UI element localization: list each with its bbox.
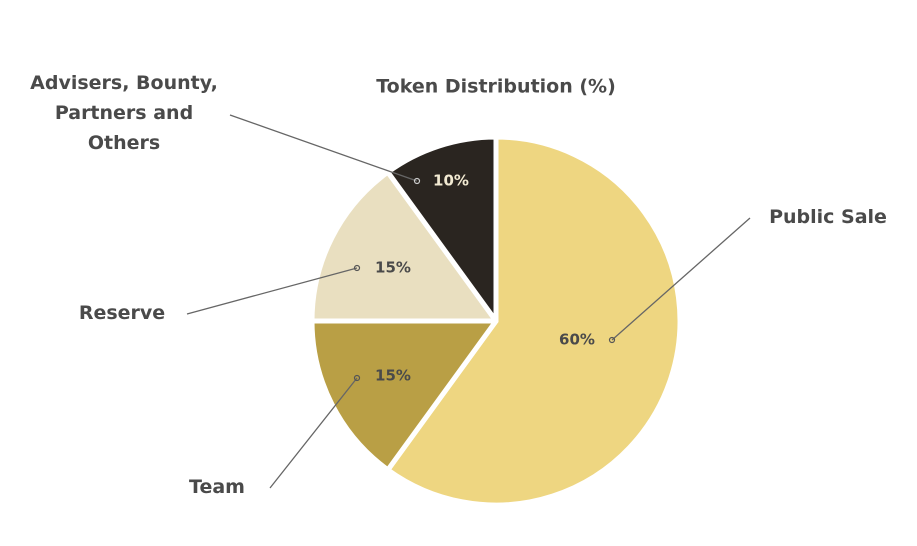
leader-line (611, 217, 751, 341)
leader-line (186, 267, 358, 315)
category-label: Advisers, Bounty, Partners and Others (30, 72, 218, 154)
leader-dot (608, 336, 616, 344)
leader-line (229, 114, 418, 182)
leader-dot (353, 264, 361, 272)
leader-line (269, 377, 358, 489)
category-label: Reserve (78, 302, 166, 324)
category-label: Team (189, 476, 245, 498)
value-label: 15% (375, 259, 411, 277)
pie-slice (385, 134, 683, 508)
chart-title: Token Distribution (%) (376, 76, 616, 98)
pie-slice (309, 318, 499, 473)
category-label: Public Sale (769, 206, 887, 228)
pie-slice (309, 169, 499, 324)
leader-dot (353, 374, 361, 382)
value-label: 10% (433, 172, 469, 190)
leader-dot (413, 177, 421, 185)
value-label: 60% (559, 331, 595, 349)
value-label: 15% (375, 367, 411, 385)
